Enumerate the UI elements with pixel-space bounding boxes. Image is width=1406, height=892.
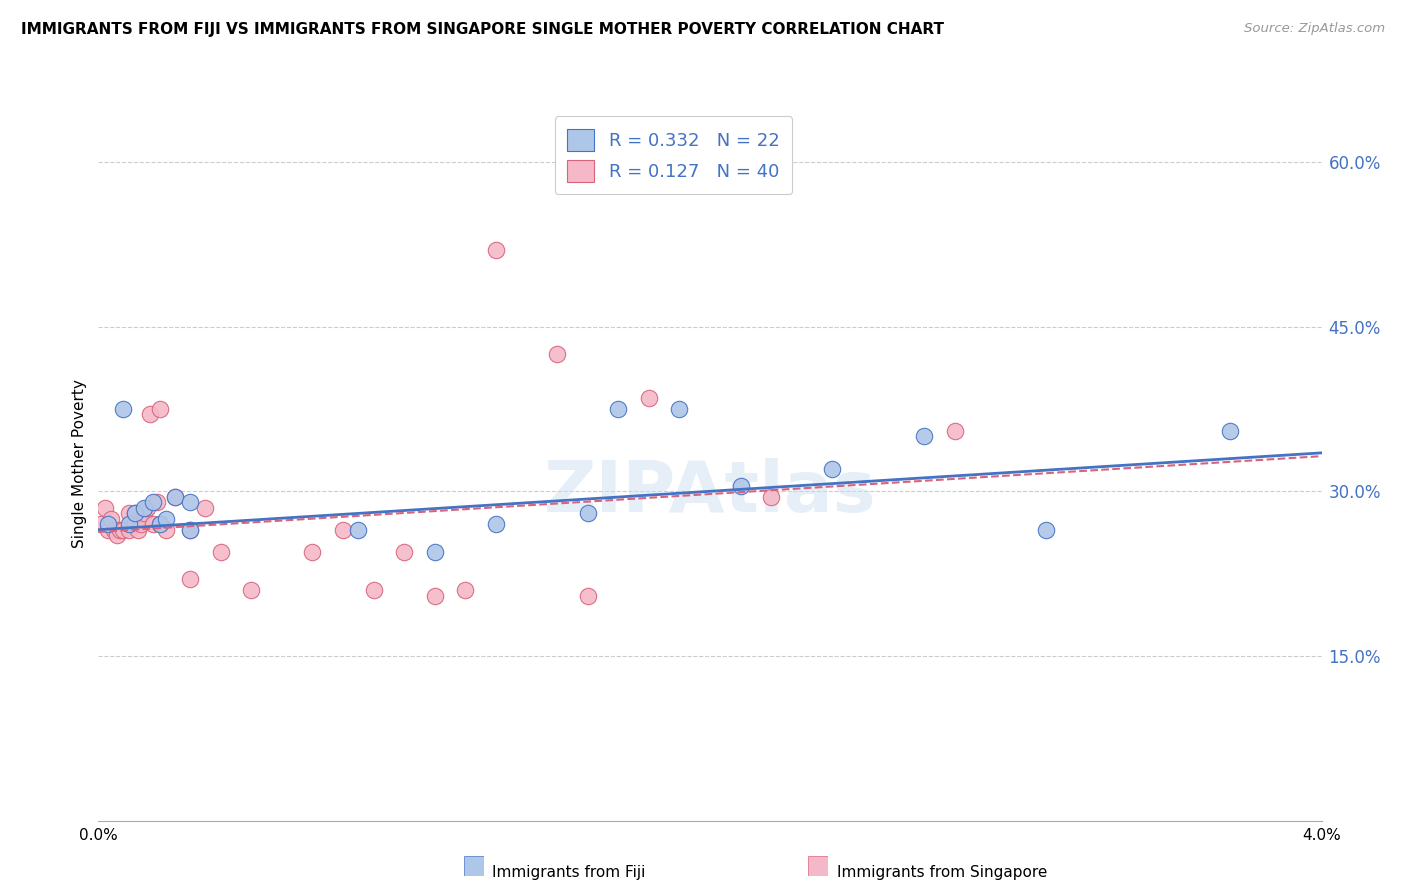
Point — [576, 589, 599, 603]
Point — [607, 401, 630, 416]
Point — [392, 544, 416, 558]
Point — [179, 495, 201, 509]
Point — [347, 523, 370, 537]
Point — [179, 572, 201, 586]
Point — [209, 544, 232, 558]
Point — [149, 517, 172, 532]
Text: Immigrants from Singapore: Immigrants from Singapore — [837, 865, 1047, 880]
Point — [103, 523, 125, 537]
Legend: R = 0.332   N = 22, R = 0.127   N = 40: R = 0.332 N = 22, R = 0.127 N = 40 — [554, 116, 792, 194]
Point — [759, 490, 782, 504]
Point — [134, 506, 156, 520]
Point — [111, 401, 134, 416]
Point — [124, 506, 146, 520]
Point — [194, 500, 217, 515]
Point — [149, 517, 172, 532]
Point — [136, 500, 159, 515]
Point — [943, 424, 966, 438]
Point — [127, 523, 149, 537]
Point — [1219, 424, 1241, 438]
Point — [332, 523, 354, 537]
Point — [155, 512, 177, 526]
Point — [100, 512, 122, 526]
Point — [93, 500, 115, 515]
Text: ZIPAtlas: ZIPAtlas — [544, 458, 876, 527]
Point — [546, 347, 568, 361]
Point — [97, 523, 120, 537]
Point — [129, 517, 152, 532]
Text: Source: ZipAtlas.com: Source: ZipAtlas.com — [1244, 22, 1385, 36]
Point — [134, 500, 156, 515]
Point — [97, 517, 120, 532]
Point — [301, 544, 323, 558]
Point — [139, 408, 162, 422]
Point — [124, 506, 146, 520]
Point — [240, 583, 263, 598]
Point — [363, 583, 385, 598]
Point — [821, 462, 844, 476]
Point — [105, 528, 128, 542]
Point — [668, 401, 690, 416]
Point — [149, 401, 172, 416]
Point — [142, 495, 165, 509]
Point — [163, 490, 186, 504]
Text: IMMIGRANTS FROM FIJI VS IMMIGRANTS FROM SINGAPORE SINGLE MOTHER POVERTY CORRELAT: IMMIGRANTS FROM FIJI VS IMMIGRANTS FROM … — [21, 22, 943, 37]
Point — [155, 523, 177, 537]
Point — [485, 517, 508, 532]
Point — [108, 523, 131, 537]
Point — [179, 523, 201, 537]
Point — [118, 506, 141, 520]
Point — [90, 517, 112, 532]
Point — [124, 517, 146, 532]
Point — [111, 523, 134, 537]
Point — [637, 391, 661, 405]
Point — [423, 544, 446, 558]
Point — [163, 490, 186, 504]
Point — [912, 429, 935, 443]
Point — [145, 495, 167, 509]
Point — [576, 506, 599, 520]
Point — [142, 517, 165, 532]
Y-axis label: Single Mother Poverty: Single Mother Poverty — [72, 379, 87, 549]
Point — [423, 589, 446, 603]
Point — [454, 583, 477, 598]
Point — [1035, 523, 1057, 537]
Point — [118, 523, 141, 537]
Point — [730, 479, 752, 493]
Point — [179, 523, 201, 537]
Text: Immigrants from Fiji: Immigrants from Fiji — [492, 865, 645, 880]
Point — [485, 243, 508, 257]
Point — [118, 517, 141, 532]
